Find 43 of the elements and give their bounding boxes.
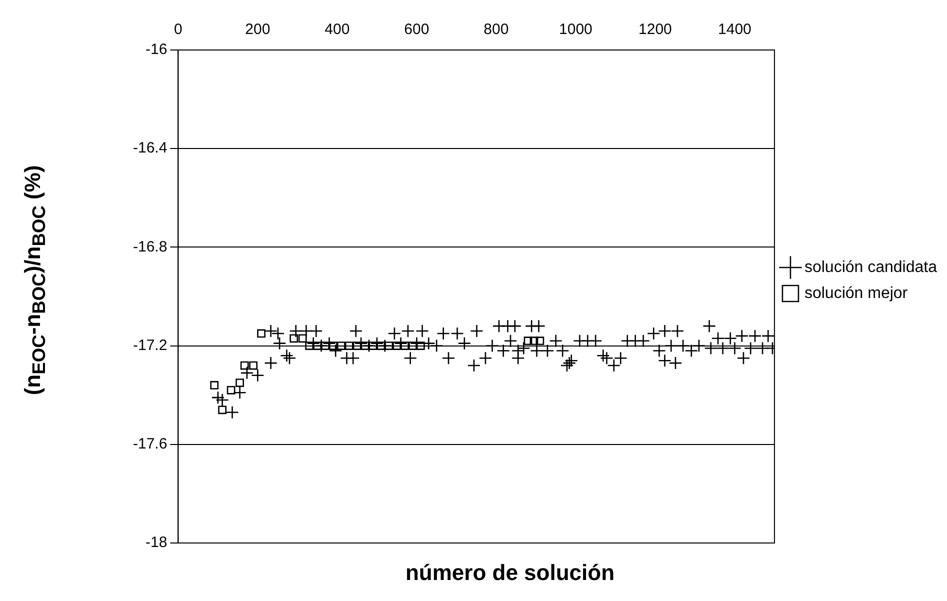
x-tick-label: 800 (484, 21, 509, 38)
point (392, 342, 402, 350)
x-tick-label: 200 (245, 21, 270, 38)
point (360, 342, 370, 350)
point (290, 334, 298, 343)
y-tick-label: -16 (146, 41, 168, 58)
y-tick-label: -18 (146, 534, 168, 552)
legend-label: solución candidata (804, 258, 938, 276)
point (384, 342, 394, 350)
x-tick-label: 400 (324, 21, 350, 38)
point (226, 386, 236, 394)
point (240, 361, 249, 370)
y-tick-label: -16.8 (132, 238, 168, 256)
x-tick-label: 600 (404, 21, 430, 38)
point (257, 329, 266, 338)
y-tick-label: -17.2 (132, 336, 168, 354)
point (218, 406, 226, 414)
point (329, 342, 338, 350)
point (352, 342, 362, 350)
point (376, 342, 386, 350)
point (368, 342, 378, 350)
point (249, 361, 258, 370)
x-tick-label: 1000 (559, 21, 592, 38)
point (344, 342, 354, 350)
point (236, 378, 244, 387)
point (536, 336, 544, 346)
point (530, 336, 538, 346)
point (210, 381, 219, 390)
x-tick-label: 1200 (638, 21, 672, 38)
y-tick-label: -17.6 (132, 436, 168, 453)
x-axis-title: número de solución (404, 560, 616, 586)
point (336, 342, 346, 350)
point (400, 342, 409, 350)
point (305, 342, 314, 350)
x-tick-label: 0 (174, 21, 182, 38)
point (416, 342, 425, 350)
point (298, 334, 307, 343)
point (524, 336, 532, 346)
point (321, 342, 330, 350)
y-tick-label: -16.4 (132, 140, 168, 157)
x-tick-label: 1400 (718, 21, 752, 38)
point (408, 342, 417, 350)
legend-label: solución mejor (804, 284, 908, 302)
